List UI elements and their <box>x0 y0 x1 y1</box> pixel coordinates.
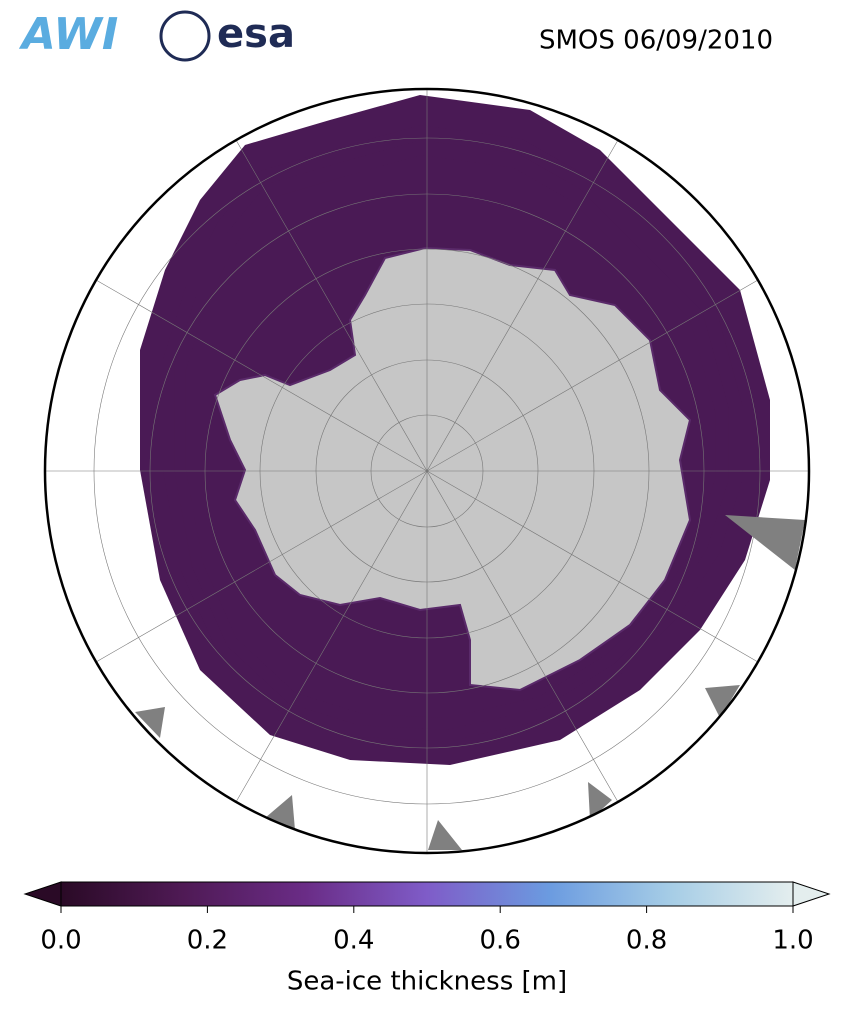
esa-logo: esa <box>217 11 295 57</box>
extend-low <box>23 881 62 907</box>
colorbar-label: Sea-ice thickness [m] <box>287 967 567 997</box>
antarctica <box>213 246 692 692</box>
tick-label: 0.0 <box>40 926 81 956</box>
awi-logo: AWI <box>19 9 119 60</box>
map <box>45 89 809 853</box>
graticule <box>45 89 809 853</box>
tick-label: 1.0 <box>772 926 813 956</box>
colorbar: 0.0 0.2 0.4 0.6 0.8 1.0 <box>23 881 831 956</box>
title: SMOS 06/09/2010 <box>539 26 773 56</box>
esa-emblem <box>159 10 211 62</box>
tick-label: 0.6 <box>480 926 521 956</box>
map-border <box>43 87 811 855</box>
tick-label: 0.8 <box>626 926 667 956</box>
tick-label: 0.2 <box>187 926 228 956</box>
colorbar-ramp <box>60 881 794 907</box>
tick-label: 0.4 <box>333 926 374 956</box>
extend-high <box>792 881 831 907</box>
